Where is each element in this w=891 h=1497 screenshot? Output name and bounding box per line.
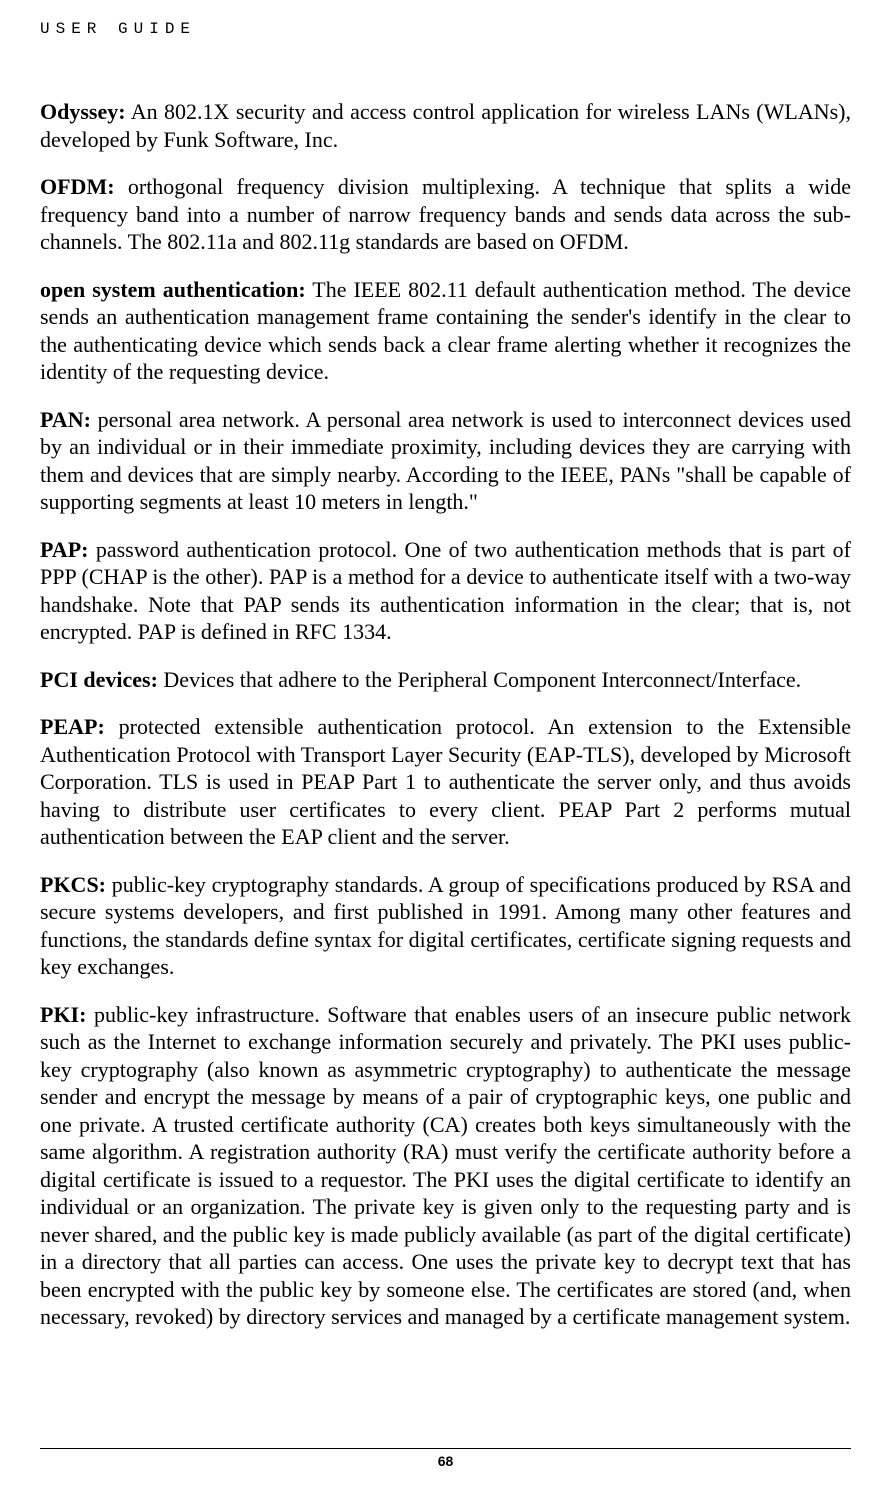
term-label: open system authentication: bbox=[40, 277, 306, 302]
page-header: USER GUIDE bbox=[40, 20, 851, 38]
footer-divider bbox=[40, 1448, 851, 1449]
term-definition: protected extensible authentication prot… bbox=[40, 714, 851, 849]
glossary-entry: PAN: personal area network. A personal a… bbox=[40, 406, 851, 516]
page-container: USER GUIDE Odyssey: An 802.1X security a… bbox=[0, 0, 891, 1497]
term-definition: orthogonal frequency division multiplexi… bbox=[40, 174, 851, 254]
term-definition: An 802.1X security and access control ap… bbox=[40, 99, 851, 152]
term-definition: password authentication protocol. One of… bbox=[40, 537, 851, 645]
term-label: PEAP: bbox=[40, 714, 105, 739]
term-definition: public-key infrastructure. Software that… bbox=[40, 1002, 851, 1330]
glossary-body: Odyssey: An 802.1X security and access c… bbox=[40, 98, 851, 1331]
term-label: PCI devices: bbox=[40, 667, 158, 692]
glossary-entry: open system authentication: The IEEE 802… bbox=[40, 276, 851, 386]
term-label: PKCS: bbox=[40, 872, 106, 897]
page-number: 68 bbox=[40, 1453, 851, 1469]
term-label: PKI: bbox=[40, 1002, 86, 1027]
glossary-entry: OFDM: orthogonal frequency division mult… bbox=[40, 173, 851, 256]
term-label: OFDM: bbox=[40, 174, 115, 199]
glossary-entry: PKCS: public-key cryptography standards.… bbox=[40, 871, 851, 981]
term-label: Odyssey: bbox=[40, 99, 126, 124]
term-definition: personal area network. A personal area n… bbox=[40, 407, 851, 515]
term-label: PAP: bbox=[40, 537, 88, 562]
term-label: PAN: bbox=[40, 407, 91, 432]
page-footer: 68 bbox=[40, 1446, 851, 1469]
term-definition: public-key cryptography standards. A gro… bbox=[40, 872, 851, 980]
glossary-entry: PEAP: protected extensible authenticatio… bbox=[40, 713, 851, 851]
glossary-entry: PKI: public-key infrastructure. Software… bbox=[40, 1001, 851, 1331]
glossary-entry: Odyssey: An 802.1X security and access c… bbox=[40, 98, 851, 153]
glossary-entry: PCI devices: Devices that adhere to the … bbox=[40, 666, 851, 694]
glossary-entry: PAP: password authentication protocol. O… bbox=[40, 536, 851, 646]
term-definition: Devices that adhere to the Peripheral Co… bbox=[158, 667, 801, 692]
